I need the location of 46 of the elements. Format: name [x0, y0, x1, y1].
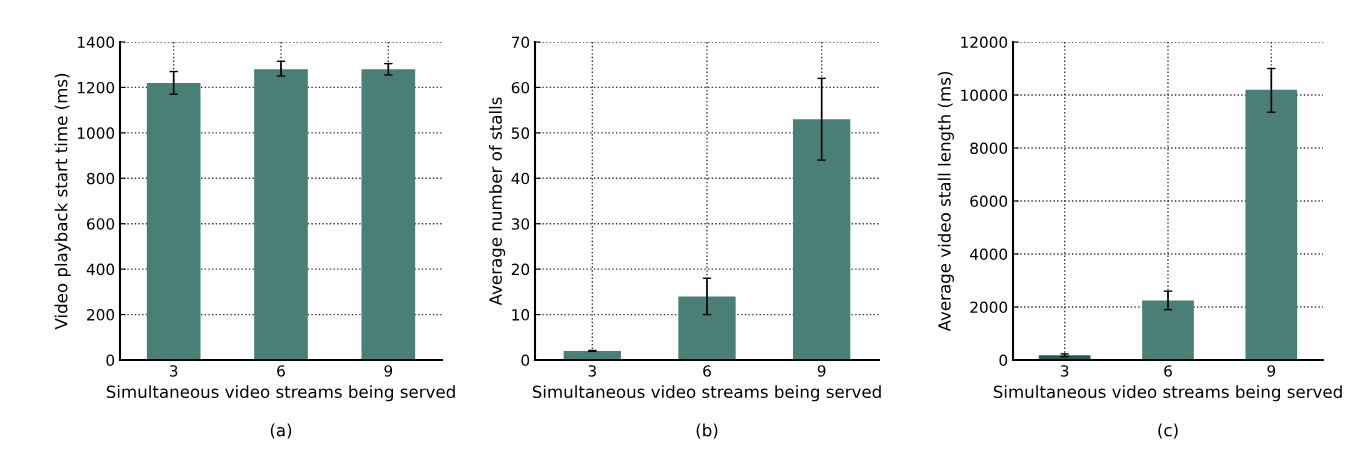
text: (a): [270, 423, 292, 439]
x-axis-title: Simultaneous video streams being served: [106, 385, 455, 402]
bar: [1245, 89, 1298, 360]
y-tick-label: 600: [87, 218, 115, 230]
y-tick-label: 1400: [77, 36, 115, 49]
y-tick-label: 50: [511, 127, 530, 139]
y-tick-label: 10: [512, 309, 530, 321]
bar: [793, 119, 851, 360]
x-tick-label: 9: [1267, 365, 1276, 377]
x-tick-label: 6: [703, 365, 711, 377]
bar: [563, 350, 621, 360]
y-tick-label: 10000: [961, 89, 1008, 102]
y-axis-title: Average video stall length (ms): [937, 71, 954, 332]
x-tick-label: 3: [169, 365, 178, 377]
text: (b): [696, 423, 718, 439]
y-tick-label: 0: [106, 354, 115, 367]
x-tick-label: 9: [384, 365, 393, 377]
y-tick-label: 1000: [77, 127, 115, 139]
y-tick-label: 6000: [970, 195, 1008, 208]
x-tick-label: 9: [817, 365, 826, 377]
y-tick-label: 20: [511, 263, 530, 276]
y-tick-label: 2000: [970, 301, 1008, 314]
y-tick-label: 60: [511, 81, 530, 94]
y-tick-label: 200: [87, 309, 115, 321]
y-tick-label: 4000: [970, 248, 1008, 261]
text: (c): [1158, 423, 1178, 439]
x-axis-title: Simultaneous video streams being served: [993, 385, 1342, 402]
x-tick-label: 3: [588, 365, 596, 377]
x-tick-label: 3: [1060, 365, 1069, 377]
y-axis-title: Video playback start time (ms): [54, 73, 71, 330]
x-axis-title: Simultaneous video streams being served: [532, 385, 881, 402]
y-tick-label: 1200: [77, 81, 115, 94]
y-tick-label: 12000: [961, 36, 1008, 49]
x-tick-label: 6: [277, 365, 285, 377]
bar: [1142, 300, 1194, 360]
y-tick-label: 70: [511, 36, 530, 49]
bar: [678, 296, 736, 360]
y-tick-label: 0: [999, 354, 1008, 367]
y-tick-label: 800: [87, 172, 115, 185]
y-axis-title: Average number of stalls: [489, 97, 506, 306]
y-tick-label: 0: [521, 354, 530, 367]
y-tick-label: 400: [86, 263, 115, 276]
y-tick-label: 40: [511, 172, 530, 185]
y-tick-label: 8000: [970, 142, 1008, 155]
x-tick-label: 6: [1164, 365, 1172, 377]
y-tick-label: 30: [511, 218, 530, 230]
